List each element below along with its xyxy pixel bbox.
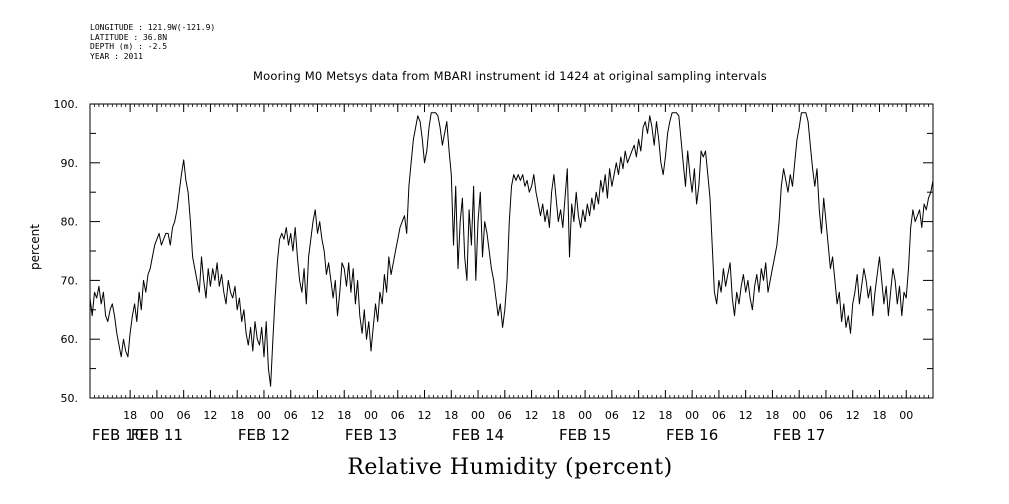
x-tick-label: 18 (444, 409, 458, 422)
y-tick-label: 80. (61, 216, 79, 229)
x-tick-label: 00 (685, 409, 699, 422)
x-tick-label: 12 (739, 409, 753, 422)
longitude-text: LONGITUDE : 121.9W(-121.9) (90, 23, 216, 32)
x-tick-label: 12 (418, 409, 432, 422)
x-tick-label: 06 (284, 409, 298, 422)
x-tick-label: 06 (819, 409, 833, 422)
x-tick-label: 00 (578, 409, 592, 422)
x-tick-label: 00 (364, 409, 378, 422)
x-date-label: FEB 11 (131, 426, 183, 444)
chart-title: Mooring M0 Metsys data from MBARI instru… (253, 69, 767, 83)
x-axis-title: Relative Humidity (percent) (347, 455, 673, 480)
x-date-label: FEB 15 (559, 426, 611, 444)
x-tick-label: 06 (605, 409, 619, 422)
x-tick-label: 18 (337, 409, 351, 422)
x-tick-label: 12 (203, 409, 217, 422)
x-date-label: FEB 17 (773, 426, 825, 444)
x-tick-label: 12 (525, 409, 539, 422)
x-tick-label: 12 (632, 409, 646, 422)
x-tick-label: 18 (872, 409, 886, 422)
x-tick-label: 18 (123, 409, 137, 422)
y-tick-label: 60. (61, 333, 79, 346)
y-tick-label: 100. (54, 98, 79, 111)
x-date-label: FEB 16 (666, 426, 718, 444)
latitude-text: LATITUDE : 36.8N (90, 32, 168, 42)
x-date-label: FEB 14 (452, 426, 504, 444)
x-tick-label: 00 (257, 409, 271, 422)
year-text: YEAR : 2011 (90, 51, 143, 61)
x-tick-label: 06 (177, 409, 191, 422)
x-tick-label: 00 (899, 409, 913, 422)
x-tick-label: 18 (230, 409, 244, 422)
y-tick-label: 50. (61, 392, 79, 405)
humidity-series-line (89, 112, 934, 387)
plot-frame (89, 103, 934, 399)
x-tick-label: 06 (712, 409, 726, 422)
x-tick-label: 18 (765, 409, 779, 422)
station-metadata: LONGITUDE : 121.9W(-121.9) LATITUDE : 36… (90, 23, 215, 61)
y-tick-label: 90. (61, 157, 79, 170)
x-tick-label: 12 (846, 409, 860, 422)
x-date-label: FEB 10 (92, 426, 144, 444)
x-date-label: FEB 12 (238, 426, 290, 444)
x-tick-label: 06 (391, 409, 405, 422)
x-tick-label: 00 (150, 409, 164, 422)
x-date-label: FEB 13 (345, 426, 397, 444)
y-tick-label: 70. (61, 274, 79, 287)
x-tick-label: 18 (551, 409, 565, 422)
x-tick-label: 06 (498, 409, 512, 422)
depth-text: DEPTH (m) : -2.5 (90, 42, 168, 51)
x-tick-label: 18 (658, 409, 672, 422)
x-tick-label: 00 (471, 409, 485, 422)
x-tick-label: 00 (792, 409, 806, 422)
x-tick-label: 12 (310, 409, 324, 422)
